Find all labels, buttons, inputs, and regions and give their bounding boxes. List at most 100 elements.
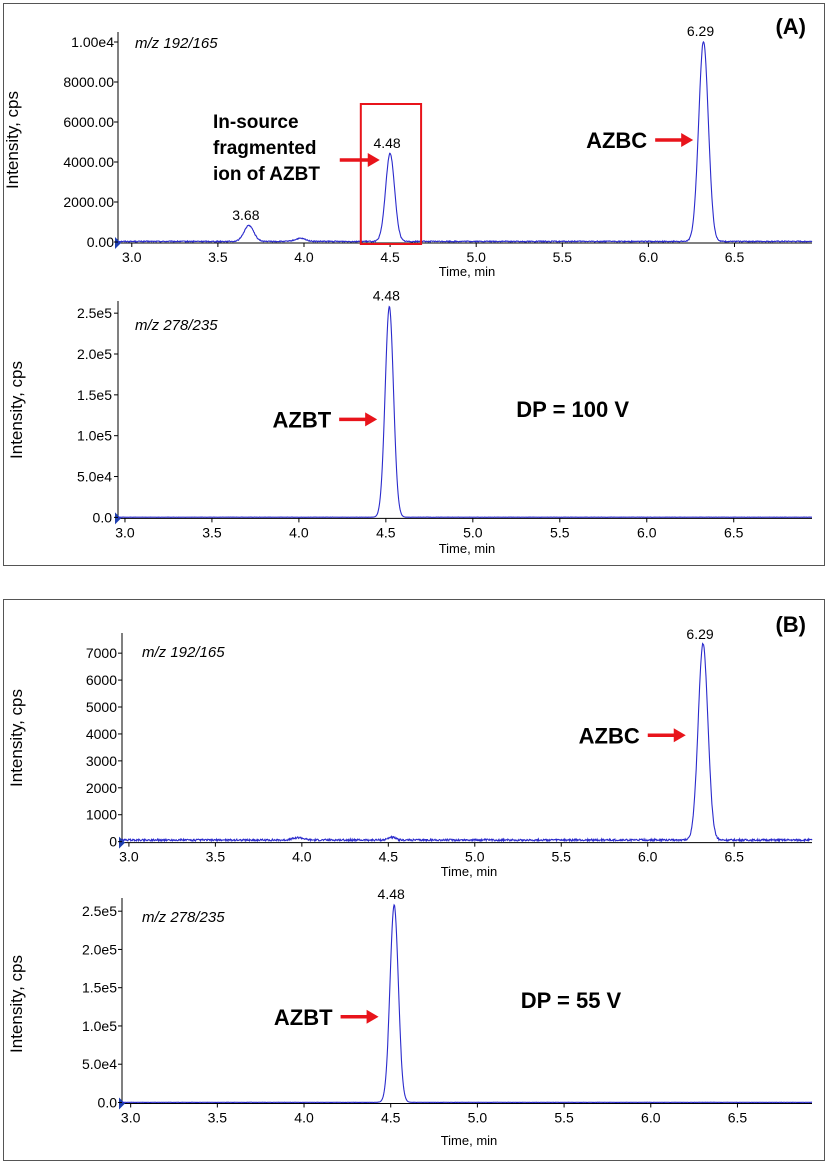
b-bottom-annotation-label: AZBT bbox=[274, 1005, 333, 1030]
b-top-y-tick-label: 3000 bbox=[86, 753, 117, 769]
b-top-annotation-label: AZBC bbox=[579, 723, 640, 748]
a-bottom-x-tick-label: 3.5 bbox=[202, 524, 222, 540]
b-bottom-x-tick-label: 5.0 bbox=[468, 1109, 488, 1125]
b-bottom-x-tick-label: 3.5 bbox=[208, 1109, 228, 1125]
b-top-x-tick-label: 6.0 bbox=[638, 849, 658, 865]
a-bottom-x-tick-label: 6.5 bbox=[724, 524, 744, 540]
a-top-y-axis-label: Intensity, cps bbox=[3, 91, 22, 189]
b-bottom-peak-label: 4.48 bbox=[378, 886, 405, 902]
a-top-x-tick-label: 5.0 bbox=[466, 249, 486, 265]
b-bottom-origin-marker-icon bbox=[119, 1097, 125, 1110]
a-bottom-x-tick-label: 3.0 bbox=[115, 524, 135, 540]
a-top-arrow-1-head bbox=[367, 153, 380, 167]
a-bottom-arrow-0-head bbox=[365, 412, 378, 427]
b-bottom-x-tick-label: 4.0 bbox=[294, 1109, 314, 1125]
b-top-y-tick-label: 6000 bbox=[86, 672, 117, 688]
b-bottom-y-tick-label: 1.0e5 bbox=[82, 1018, 117, 1034]
a-bottom-y-axis-label: Intensity, cps bbox=[7, 361, 26, 459]
b-bottom-y-tick-label: 5.0e4 bbox=[82, 1056, 117, 1072]
b-top-x-tick-label: 3.0 bbox=[119, 849, 139, 865]
a-top-trace-line bbox=[117, 40, 813, 243]
b-top-arrow-0-head bbox=[673, 728, 686, 743]
a-top-y-tick-label: 4000.00 bbox=[63, 154, 114, 170]
a-top-x-tick-label: 3.5 bbox=[208, 249, 228, 265]
panel-b-label: (B) bbox=[775, 612, 806, 637]
b-top-x-tick-label: 5.5 bbox=[552, 849, 572, 865]
a-bottom-y-tick-label: 1.5e5 bbox=[77, 387, 112, 403]
a-bottom-dp-note: DP = 100 V bbox=[516, 397, 629, 422]
a-top-x-tick-label: 5.5 bbox=[553, 249, 573, 265]
b-top-trace-line bbox=[121, 642, 813, 843]
a-bottom-y-tick-label: 2.0e5 bbox=[77, 346, 112, 362]
panel-b: (B) bbox=[3, 599, 825, 1161]
a-bottom-y-tick-label: 5.0e4 bbox=[77, 469, 112, 485]
b-top-y-tick-label: 4000 bbox=[86, 726, 117, 742]
a-top-y-tick-label: 8000.00 bbox=[63, 74, 114, 90]
a-bottom-x-tick-label: 4.5 bbox=[376, 524, 396, 540]
a-bottom-x-tick-label: 5.0 bbox=[463, 524, 483, 540]
a-bottom-origin-marker-icon bbox=[115, 512, 121, 525]
b-bottom-x-axis-label: Time, min bbox=[441, 1133, 498, 1148]
b-top-x-tick-label: 4.5 bbox=[379, 849, 399, 865]
a-bottom-x-tick-label: 4.0 bbox=[289, 524, 309, 540]
b-top-y-axis-label: Intensity, cps bbox=[7, 689, 26, 787]
a-bottom-x-tick-label: 5.5 bbox=[550, 524, 570, 540]
b-top-x-tick-label: 5.0 bbox=[465, 849, 485, 865]
b-bottom-x-tick-label: 6.0 bbox=[641, 1109, 661, 1125]
a-bottom-y-tick-label: 2.5e5 bbox=[77, 305, 112, 321]
panel-a-label: (A) bbox=[775, 14, 806, 39]
b-bottom-x-tick-label: 4.5 bbox=[381, 1109, 401, 1125]
a-top-x-tick-label: 4.5 bbox=[380, 249, 400, 265]
a-bottom-trace-line bbox=[118, 305, 812, 518]
b-bottom-y-tick-label: 2.5e5 bbox=[82, 903, 117, 919]
a-bottom-annotation-label: AZBT bbox=[273, 407, 332, 432]
b-bottom-trace-line bbox=[122, 903, 813, 1103]
b-bottom-y-axis-label: Intensity, cps bbox=[7, 955, 26, 1053]
b-top-x-axis-label: Time, min bbox=[441, 864, 498, 879]
a-top-annotation-line: In-source bbox=[213, 112, 299, 133]
b-bottom-x-tick-label: 5.5 bbox=[554, 1109, 574, 1125]
a-bottom-transition-label: m/z 278/235 bbox=[135, 317, 218, 334]
b-bottom-x-tick-label: 6.5 bbox=[728, 1109, 748, 1125]
b-bottom-y-tick-label: 0.0 bbox=[98, 1094, 118, 1110]
a-top-origin-marker-icon bbox=[115, 237, 121, 249]
b-top-y-tick-label: 7000 bbox=[86, 645, 117, 661]
b-top-x-tick-label: 6.5 bbox=[724, 849, 744, 865]
a-bottom-x-tick-label: 6.0 bbox=[637, 524, 657, 540]
a-top-peak-label: 4.48 bbox=[373, 135, 400, 151]
b-top-y-tick-label: 5000 bbox=[86, 699, 117, 715]
a-top-y-tick-label: 6000.00 bbox=[63, 114, 114, 130]
b-top-origin-marker-icon bbox=[119, 836, 125, 849]
b-bottom-arrow-0-head bbox=[366, 1009, 379, 1024]
b-top-y-tick-label: 1000 bbox=[86, 807, 117, 823]
a-top-x-axis-label: Time, min bbox=[439, 264, 496, 279]
a-top-x-tick-label: 3.0 bbox=[122, 249, 142, 265]
a-top-x-tick-label: 6.5 bbox=[725, 249, 745, 265]
b-bottom-x-tick-label: 3.0 bbox=[121, 1109, 141, 1125]
a-top-y-tick-label: 1.00e4 bbox=[71, 34, 114, 50]
a-top-transition-label: m/z 192/165 bbox=[135, 35, 218, 52]
a-bottom-y-tick-label: 1.0e5 bbox=[77, 428, 112, 444]
b-bottom-transition-label: m/z 278/235 bbox=[142, 909, 225, 926]
a-bottom-x-axis-label: Time, min bbox=[439, 541, 496, 556]
a-top-peak-label: 3.68 bbox=[232, 207, 259, 223]
b-bottom-dp-note: DP = 55 V bbox=[521, 988, 622, 1013]
a-top-y-tick-label: 2000.00 bbox=[63, 194, 114, 210]
b-top-x-tick-label: 4.0 bbox=[292, 849, 312, 865]
b-bottom-y-tick-label: 2.0e5 bbox=[82, 941, 117, 957]
b-top-y-tick-label: 2000 bbox=[86, 780, 117, 796]
b-top-y-tick-label: 0 bbox=[109, 834, 117, 850]
a-top-peak-label: 6.29 bbox=[687, 23, 714, 39]
a-top-highlight-box bbox=[359, 103, 423, 245]
panel-a: (A) bbox=[3, 3, 825, 566]
a-top-x-tick-label: 4.0 bbox=[294, 249, 314, 265]
b-top-transition-label: m/z 192/165 bbox=[142, 644, 225, 661]
a-top-y-tick-label: 0.00 bbox=[87, 234, 114, 250]
a-top-annotation-line: ion of AZBT bbox=[213, 164, 320, 185]
a-top-annotation-line: fragmented bbox=[213, 138, 316, 159]
a-top-arrow-0-head bbox=[681, 133, 694, 147]
a-bottom-y-tick-label: 0.0 bbox=[93, 509, 113, 525]
b-top-peak-label: 6.29 bbox=[686, 626, 713, 642]
a-bottom-peak-label: 4.48 bbox=[373, 288, 400, 304]
